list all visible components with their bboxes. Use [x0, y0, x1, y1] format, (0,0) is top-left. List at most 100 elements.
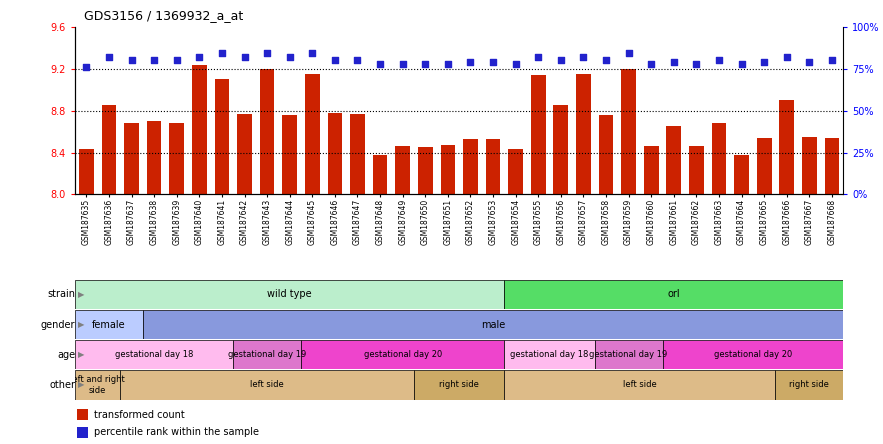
Point — [238, 53, 252, 60]
Bar — [780, 100, 794, 194]
Point — [102, 53, 116, 60]
Bar — [689, 146, 704, 194]
Bar — [418, 147, 433, 194]
Point — [577, 53, 591, 60]
Text: left side: left side — [623, 381, 657, 389]
Point — [667, 58, 681, 65]
Text: GDS3156 / 1369932_a_at: GDS3156 / 1369932_a_at — [84, 9, 243, 22]
Point — [735, 60, 749, 67]
Text: strain: strain — [47, 289, 75, 299]
Bar — [712, 123, 727, 194]
Bar — [735, 155, 749, 194]
Bar — [215, 79, 230, 194]
Point — [464, 58, 478, 65]
Text: other: other — [49, 380, 75, 390]
Text: right side: right side — [789, 381, 829, 389]
Point — [712, 57, 726, 64]
Bar — [396, 146, 410, 194]
Point — [803, 58, 817, 65]
Bar — [328, 113, 343, 194]
Bar — [75, 280, 504, 309]
Text: ▶: ▶ — [78, 381, 84, 389]
Point — [825, 57, 839, 64]
Point — [125, 57, 139, 64]
Bar — [554, 105, 568, 194]
Bar — [238, 114, 252, 194]
Bar — [102, 105, 117, 194]
Text: wild type: wild type — [268, 289, 312, 299]
Point — [192, 53, 207, 60]
Bar — [147, 121, 162, 194]
Text: ▶: ▶ — [78, 350, 84, 359]
Point — [79, 63, 94, 71]
Bar — [595, 340, 662, 369]
Point — [757, 58, 771, 65]
Point — [645, 60, 659, 67]
Bar — [170, 123, 184, 194]
Bar — [77, 427, 88, 438]
Point — [554, 57, 568, 64]
Bar — [75, 340, 233, 369]
Bar — [662, 340, 843, 369]
Bar — [504, 340, 595, 369]
Point — [599, 57, 613, 64]
Text: female: female — [92, 320, 125, 329]
Point — [780, 53, 794, 60]
Text: left side: left side — [250, 381, 284, 389]
Point — [283, 53, 297, 60]
Bar — [504, 370, 775, 400]
Point — [396, 60, 410, 67]
Bar — [283, 115, 297, 194]
Text: gestational day 19: gestational day 19 — [228, 350, 306, 359]
Text: right side: right side — [439, 381, 479, 389]
Text: male: male — [481, 320, 505, 329]
Point — [170, 57, 184, 64]
Point — [328, 57, 342, 64]
Bar — [414, 370, 504, 400]
Text: gender: gender — [41, 320, 75, 329]
Text: ▶: ▶ — [78, 320, 84, 329]
Point — [215, 50, 229, 57]
Text: orl: orl — [668, 289, 680, 299]
Bar — [75, 310, 143, 339]
Bar — [486, 139, 501, 194]
Bar — [802, 137, 817, 194]
Bar — [77, 409, 88, 420]
Point — [622, 50, 636, 57]
Text: transformed count: transformed count — [94, 410, 185, 420]
Bar — [373, 155, 388, 194]
Bar — [531, 75, 546, 194]
Text: left and right
side: left and right side — [71, 375, 125, 395]
Text: age: age — [57, 350, 75, 360]
Bar — [504, 280, 843, 309]
Point — [441, 60, 455, 67]
Text: gestational day 20: gestational day 20 — [713, 350, 792, 359]
Bar — [509, 149, 523, 194]
Text: gestational day 19: gestational day 19 — [590, 350, 668, 359]
Point — [373, 60, 387, 67]
Bar — [351, 114, 365, 194]
Bar — [120, 370, 414, 400]
Point — [260, 50, 275, 57]
Bar — [441, 145, 456, 194]
Bar — [667, 126, 681, 194]
Point — [306, 50, 320, 57]
Text: ▶: ▶ — [78, 290, 84, 299]
Bar — [599, 115, 614, 194]
Point — [147, 57, 162, 64]
Bar — [757, 138, 772, 194]
Bar — [576, 74, 591, 194]
Bar — [260, 69, 275, 194]
Bar — [233, 340, 301, 369]
Text: gestational day 18: gestational day 18 — [510, 350, 589, 359]
Point — [690, 60, 704, 67]
Point — [509, 60, 523, 67]
Bar — [125, 123, 139, 194]
Text: percentile rank within the sample: percentile rank within the sample — [94, 428, 260, 437]
Bar — [622, 69, 636, 194]
Bar — [775, 370, 843, 400]
Point — [351, 57, 365, 64]
Bar — [644, 146, 659, 194]
Text: gestational day 20: gestational day 20 — [364, 350, 442, 359]
Point — [419, 60, 433, 67]
